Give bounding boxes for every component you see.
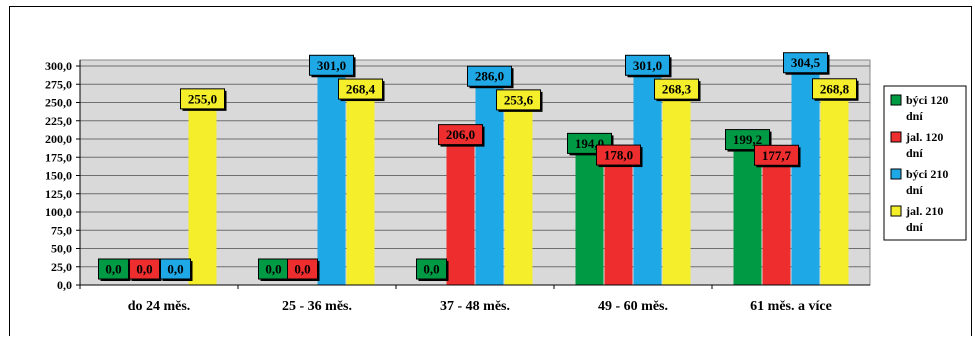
legend: býci 120 dní jal. 120 dní býci 210 dní jal. 21… [883,85,967,241]
data-label: 268,8 [820,81,850,96]
legend-label: jal. 210 [905,204,943,218]
data-label-box [467,65,512,87]
y-tick-label: 100,0 [45,205,72,219]
data-label-box [309,54,354,76]
data-label: 301,0 [633,58,662,73]
data-label: 177,7 [762,148,792,163]
data-label-box [596,144,641,166]
legend-swatch [890,168,902,180]
data-label-box [287,258,318,280]
bar [504,99,533,285]
data-label-box [438,124,483,146]
data-label-box [180,88,225,110]
bar [188,98,217,285]
bar [446,134,475,285]
data-label-box [754,144,799,166]
y-tick-label: 50,0 [51,242,72,256]
data-label: 253,6 [504,92,534,107]
data-label: 304,5 [791,55,821,70]
data-label: 0,0 [167,262,183,277]
data-label-box [416,258,447,280]
data-label: 0,0 [294,262,310,277]
legend-label: býci 120 [906,93,948,107]
data-label: 178,0 [604,148,633,163]
y-tick-label: 275,0 [45,77,72,91]
data-label-box [496,89,541,111]
legend-label: jal. 120 [905,130,943,144]
data-label: 268,3 [662,82,692,97]
bar [604,155,633,285]
x-category-label: do 24 měs. [128,299,191,314]
legend-label: dní [906,146,923,160]
y-tick-label: 225,0 [45,114,72,128]
data-label: 206,0 [446,127,475,142]
bar [762,155,791,285]
data-label: 0,0 [136,262,152,277]
data-label: 286,0 [475,69,504,84]
data-label: 268,4 [346,82,376,97]
x-axis: do 24 měs. 25 - 36 měs. 37 - 48 měs. 49 - 6… [79,284,870,314]
data-label-box [783,52,828,74]
data-label-box [725,129,770,151]
y-tick-label: 250,0 [45,96,72,110]
legend-swatch [890,131,902,143]
y-tick-label: 200,0 [45,132,72,146]
data-label-box [625,54,670,76]
legend-label: dní [906,220,923,234]
data-label: 0,0 [265,262,281,277]
bar [317,65,346,286]
y-tick-label: 125,0 [45,187,72,201]
data-label-box [129,258,160,280]
legend-label: dní [906,109,923,123]
legend-label: dní [906,183,923,197]
x-category-label: 61 měs. a více [750,299,832,314]
y-tick-label: 300,0 [45,59,72,73]
y-tick-label: 175,0 [45,150,72,164]
x-category-label: 37 - 48 měs. [440,299,510,314]
y-tick-label: 75,0 [51,223,72,237]
data-label: 0,0 [105,262,121,277]
bar [662,89,691,286]
y-tick-label: 0,0 [57,278,72,292]
bar [633,65,662,286]
bar [820,88,849,285]
y-tick-label: 150,0 [45,169,72,183]
data-label: 199,2 [733,132,762,147]
data-label-box [98,258,129,280]
x-category-label: 49 - 60 měs. [598,299,668,314]
data-label: 301,0 [317,58,346,73]
chart-frame [9,6,972,336]
data-label: 0,0 [423,262,439,277]
bar [346,89,375,286]
y-tick-label: 25,0 [51,260,72,274]
data-label-box [338,78,383,100]
y-axis: 0,0 25,0 50,0 75,0 100,0 125,0 150,0 175,0 200,0… [45,59,81,292]
legend-swatch [890,94,902,106]
legend-swatch [890,205,902,217]
x-category-label: 25 - 36 měs. [282,299,352,314]
data-label-box [812,78,857,100]
data-label-box [654,78,699,100]
data-label: 255,0 [188,91,217,106]
data-label-box [160,258,191,280]
legend-label: býci 210 [906,167,948,181]
